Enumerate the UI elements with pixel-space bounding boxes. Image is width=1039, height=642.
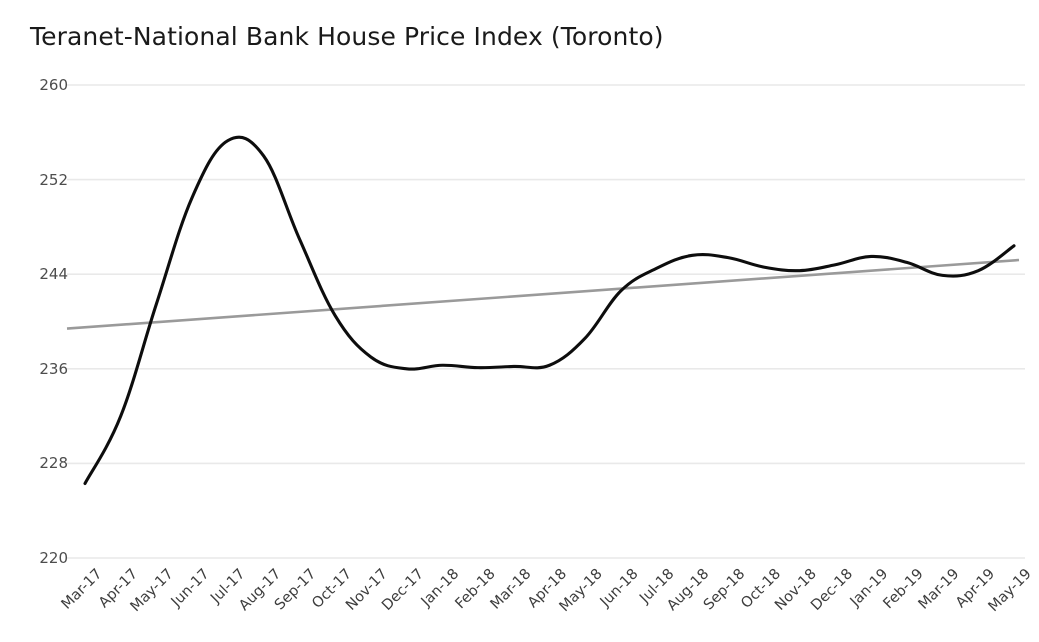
gridlines-group	[67, 84, 1025, 559]
y-axis-tick-label: 236	[39, 359, 68, 378]
y-axis-tick-label: 244	[39, 265, 68, 284]
data-line-group	[83, 135, 1016, 486]
data-series-line	[83, 135, 1016, 486]
y-axis-tick-label: 252	[39, 170, 68, 189]
trend-line	[66, 258, 1020, 330]
y-axis-tick-label: 260	[39, 76, 68, 94]
chart-title: Teranet-National Bank House Price Index …	[30, 22, 664, 51]
trend-line-group	[66, 258, 1020, 330]
y-axis-tick-label: 228	[39, 454, 68, 473]
y-axis-tick-label: 220	[39, 549, 68, 567]
